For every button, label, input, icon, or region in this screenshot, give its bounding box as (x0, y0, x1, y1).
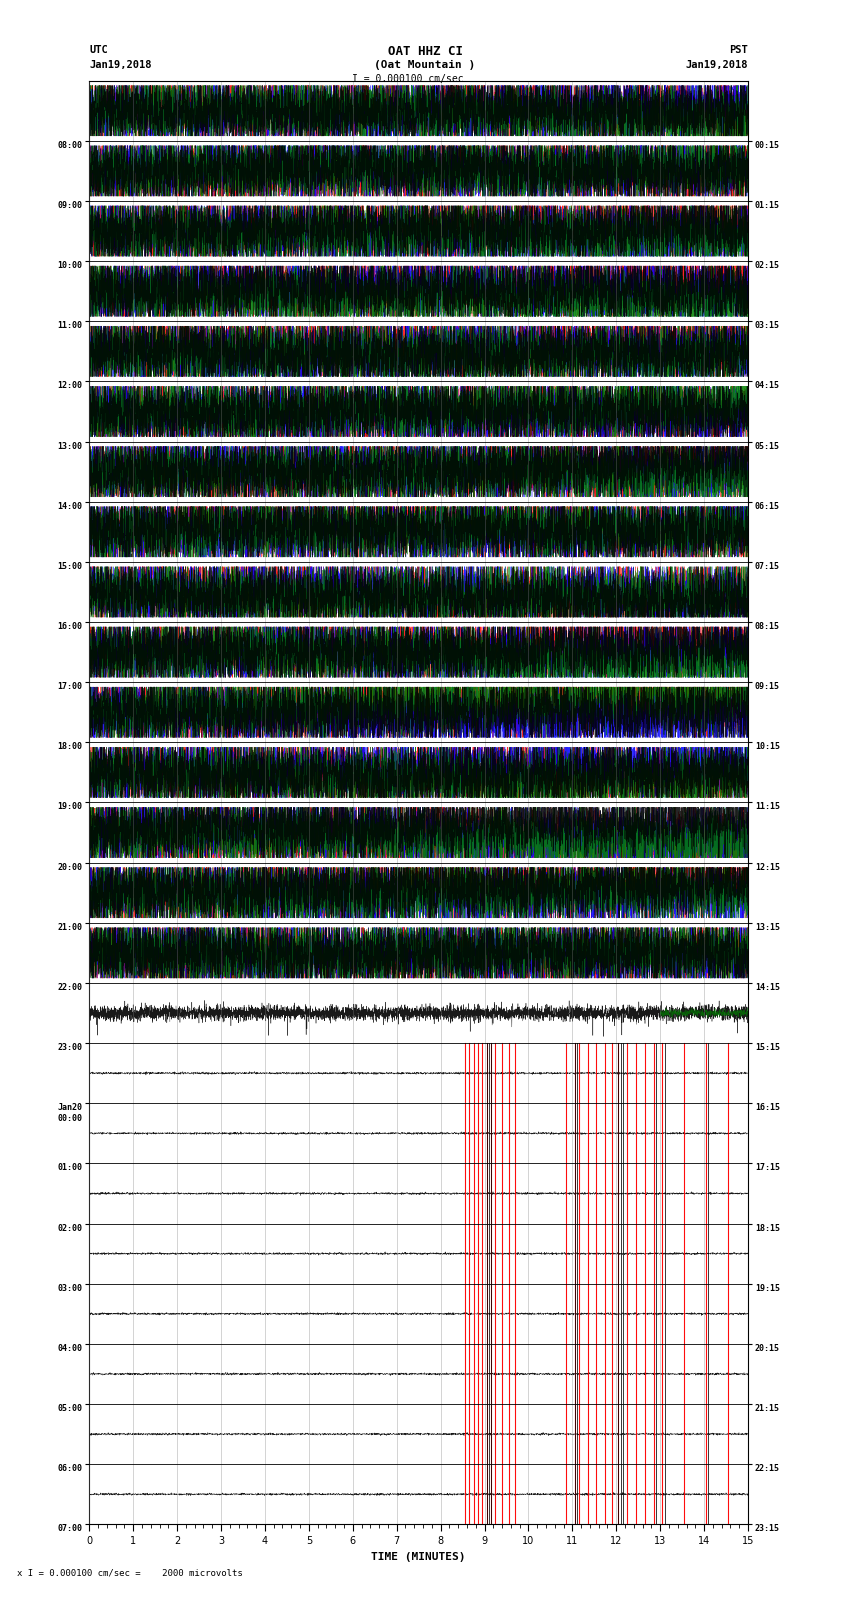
Text: Jan19,2018: Jan19,2018 (89, 60, 152, 69)
Text: UTC: UTC (89, 45, 108, 55)
Text: x I = 0.000100 cm/sec =    2000 microvolts: x I = 0.000100 cm/sec = 2000 microvolts (17, 1568, 243, 1578)
Text: (Oat Mountain ): (Oat Mountain ) (374, 60, 476, 69)
Text: OAT HHZ CI: OAT HHZ CI (388, 45, 462, 58)
Text: PST: PST (729, 45, 748, 55)
Text: I = 0.000100 cm/sec: I = 0.000100 cm/sec (352, 74, 464, 84)
X-axis label: TIME (MINUTES): TIME (MINUTES) (371, 1552, 466, 1561)
Text: Jan19,2018: Jan19,2018 (685, 60, 748, 69)
